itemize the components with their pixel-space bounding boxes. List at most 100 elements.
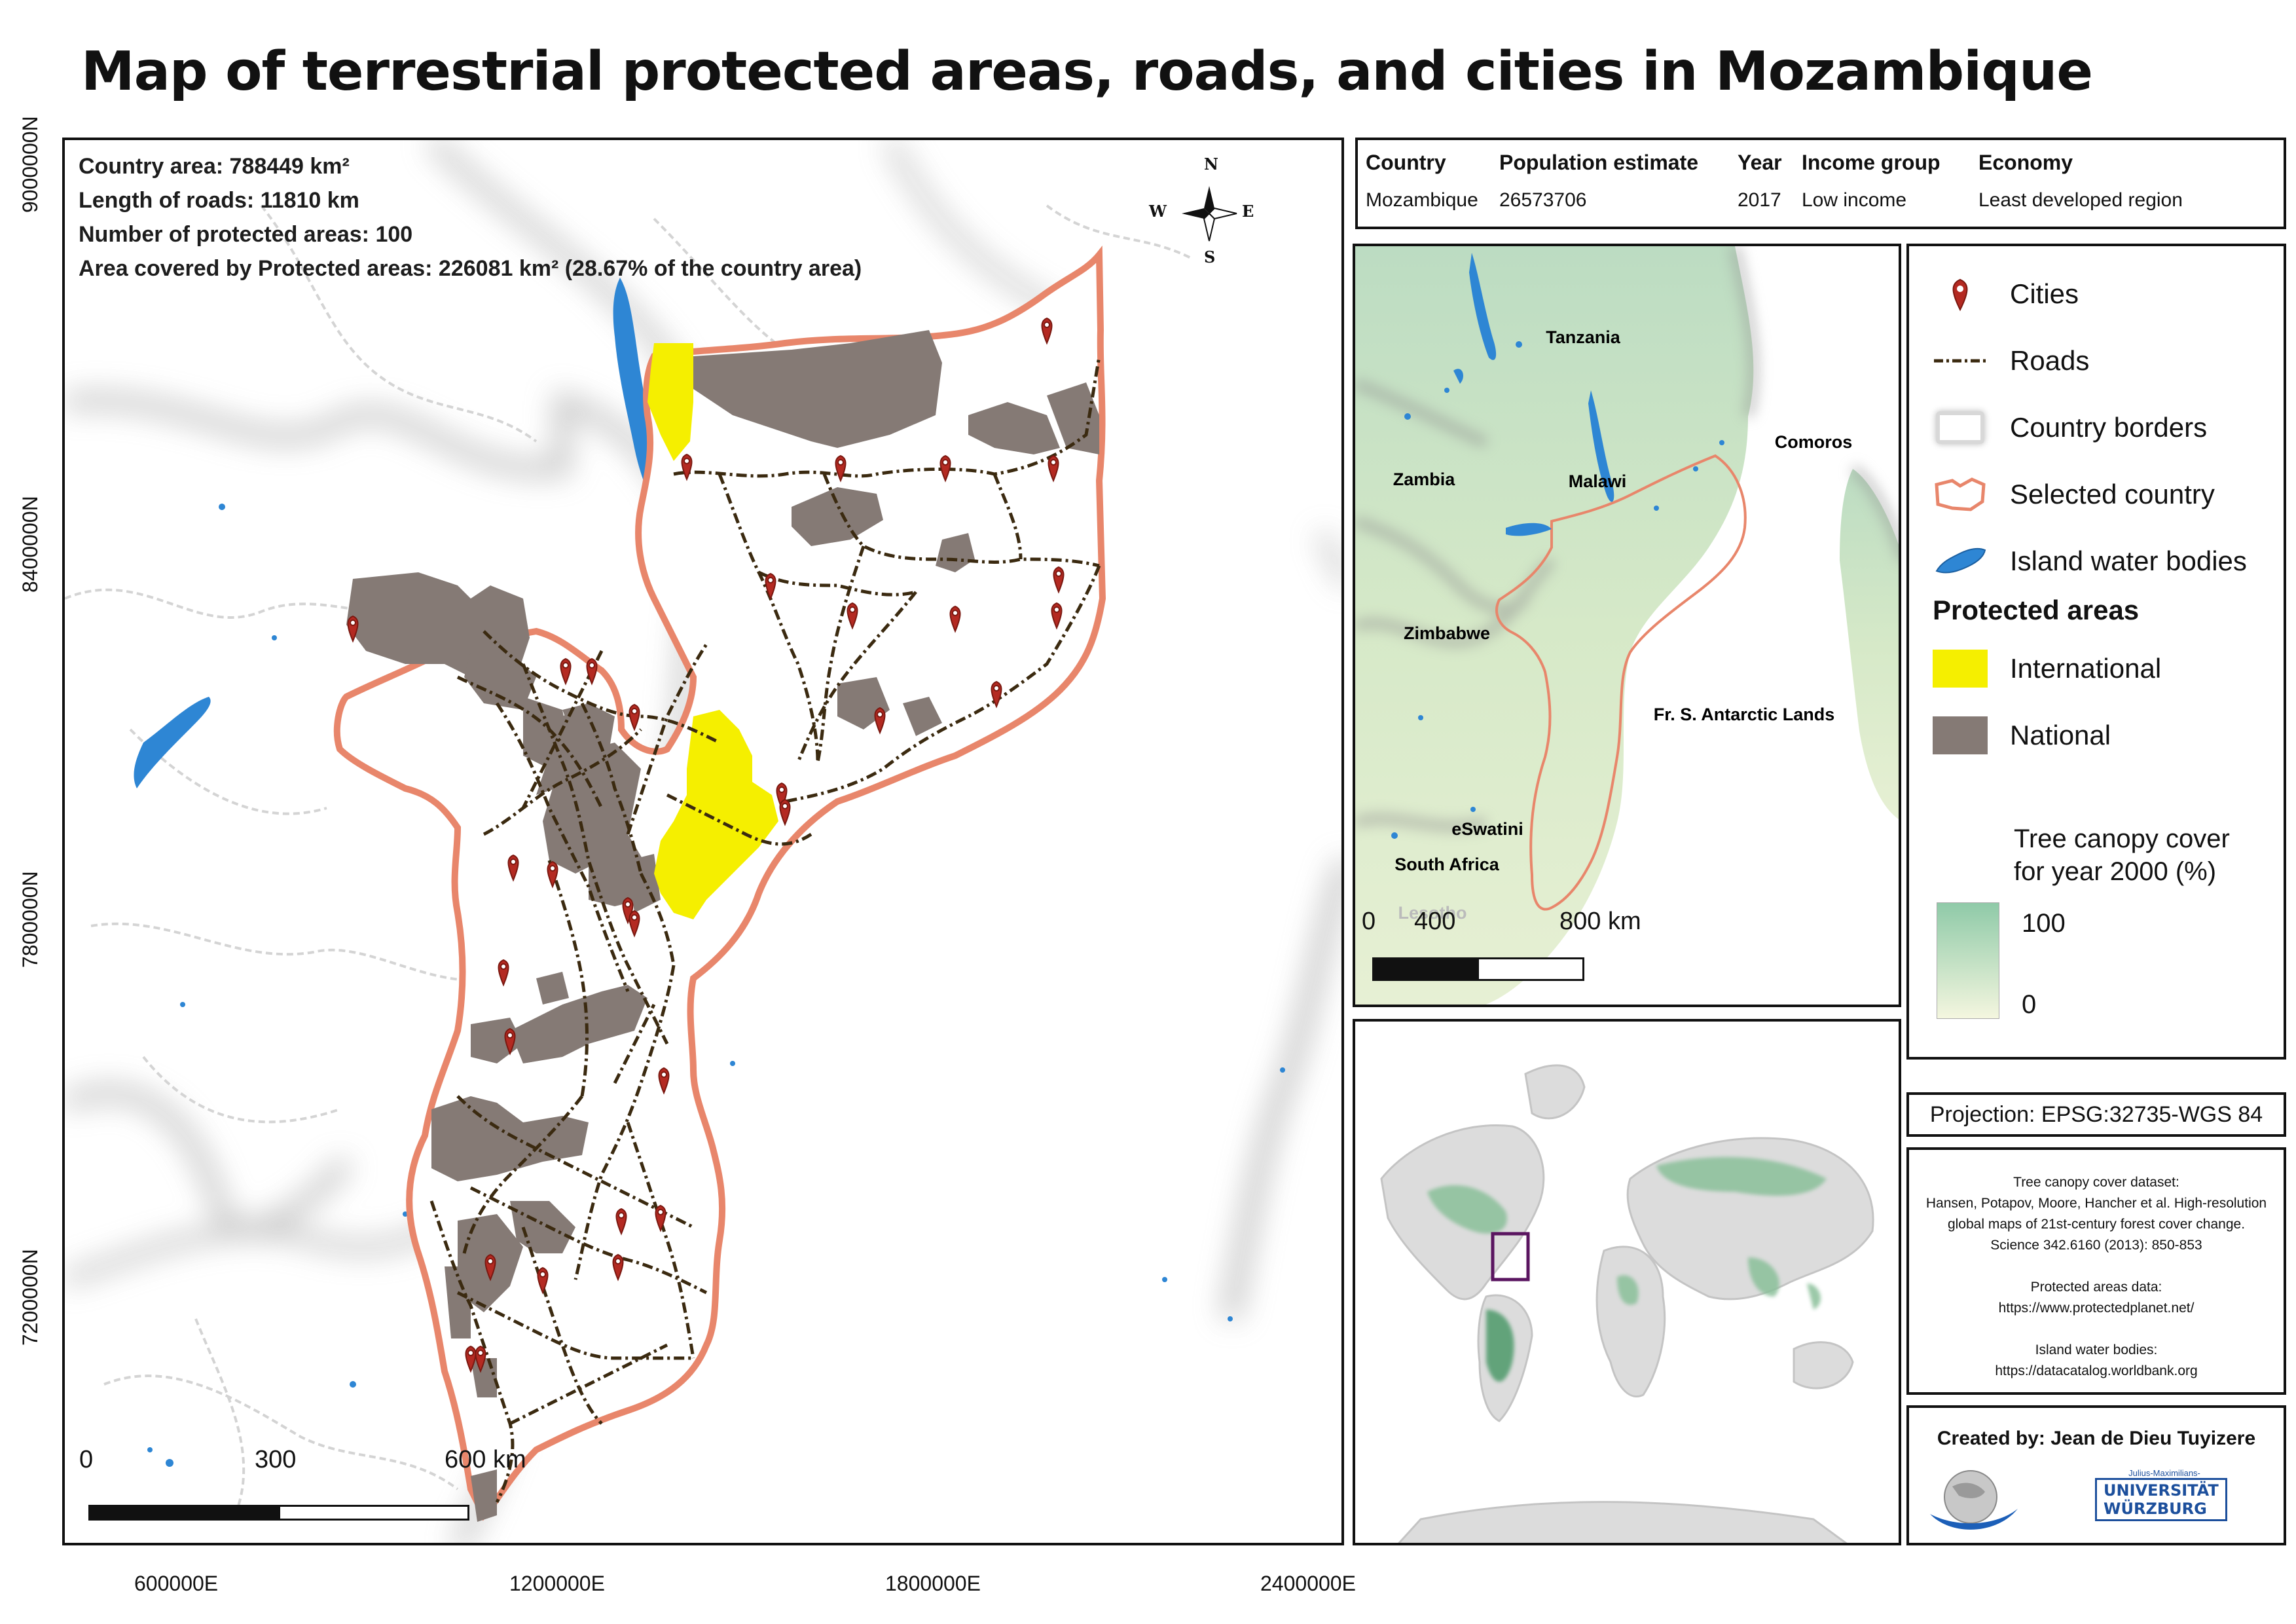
cell-population: 26573706: [1499, 189, 1587, 211]
legend-label-selected-country: Selected country: [2010, 479, 2215, 509]
country-info-table: Country Population estimate Year Income …: [1355, 138, 2286, 229]
data-sources: Tree canopy cover dataset: Hansen, Potap…: [1906, 1147, 2286, 1395]
col-year: Year: [1738, 150, 1782, 174]
projection-label: Projection: EPSG:32735-WGS 84: [1906, 1092, 2286, 1137]
globe-logo-icon: [1930, 1470, 2018, 1530]
legend-item-international: International: [1933, 650, 2161, 688]
source-line: Science 342.6160 (2013): 850-853: [1990, 1238, 2202, 1253]
x-tick-2400000: 2400000E: [1260, 1572, 1356, 1595]
y-tick-7200000: 7200000N: [18, 1249, 42, 1346]
legend-protected-heading: Protected areas: [1933, 595, 2140, 625]
main-scale-label-600: 600 km: [445, 1446, 526, 1473]
canopy-title-line2: for year 2000 (%): [2014, 857, 2217, 886]
legend-item-country-borders: Country borders: [1933, 409, 2207, 447]
inset-label-tanzania: Tanzania: [1546, 327, 1621, 347]
inset-label-zambia: Zambia: [1393, 470, 1456, 489]
legend-label-water: Island water bodies: [2010, 545, 2247, 576]
inset-scale-bar: [1372, 957, 1584, 981]
lake-kariba: [134, 697, 211, 788]
legend-label-country-borders: Country borders: [2010, 412, 2208, 443]
legend-label-international: International: [2010, 653, 2162, 684]
source-line: [1909, 1319, 2284, 1340]
source-line: https://datacatalog.worldbank.org: [1995, 1363, 2198, 1378]
main-map[interactable]: Country area: 788449 km² Length of roads…: [62, 138, 1344, 1545]
inset-scale-label-400: 400: [1414, 908, 1456, 935]
legend-item-selected-country: Selected country: [1933, 475, 2215, 513]
national-swatch: [1933, 716, 1988, 754]
inset-label-south-africa: South Africa: [1394, 855, 1499, 874]
stat-protected-area: Area covered by Protected areas: 226081 …: [79, 256, 862, 281]
locator-box: [1491, 1232, 1530, 1282]
road-line-icon: [1934, 359, 1986, 363]
inset-scale-label-800: 800 km: [1559, 908, 1641, 935]
source-line: [1909, 1256, 2284, 1277]
y-tick-9000000: 9000000N: [18, 116, 42, 213]
source-line: https://www.protectedplanet.net/: [1998, 1301, 2195, 1316]
inset-label-zimbabwe: Zimbabwe: [1404, 623, 1490, 643]
stat-country-area: Country area: 788449 km²: [79, 154, 350, 179]
page-title: Map of terrestrial protected areas, road…: [81, 41, 2093, 103]
north-arrow-icon: [1182, 186, 1237, 242]
uni-line1: UNIVERSITÄT: [2104, 1481, 2219, 1500]
international-swatch: [1933, 650, 1988, 688]
inset-region-canvas: Tanzania Comoros Zambia Malawi Zimbabwe …: [1355, 246, 1899, 1005]
water-body-icon: [1935, 548, 1986, 574]
inset-label-lesotho: Lesotho: [1398, 903, 1467, 923]
y-tick-8400000: 8400000N: [18, 496, 42, 593]
cell-year: 2017: [1738, 189, 1781, 211]
source-line: global maps of 21st-century forest cover…: [1947, 1217, 2246, 1232]
inset-scale-label-0: 0: [1362, 908, 1376, 935]
canopy-min-label: 0: [2022, 990, 2037, 1019]
inset-label-comoros: Comoros: [1775, 432, 1853, 452]
map-statistics: Country area: 788449 km² Length of roads…: [79, 149, 862, 286]
legend-item-roads: Roads: [1933, 342, 2089, 380]
inset-label-eswatini: eSwatini: [1451, 819, 1523, 839]
created-by: Created by: Jean de Dieu Tuyizere: [1937, 1428, 2256, 1449]
uni-small-text: Julius-Maximilians-: [2128, 1468, 2200, 1478]
legend: Cities Roads Country borders Selected co…: [1906, 244, 2286, 1060]
main-scale-label-300: 300: [255, 1446, 297, 1473]
col-population: Population estimate: [1499, 150, 1699, 174]
stat-roads-length: Length of roads: 11810 km: [79, 188, 359, 213]
inset-region-map[interactable]: Tanzania Comoros Zambia Malawi Zimbabwe …: [1353, 244, 1901, 1007]
main-scale-label-0: 0: [79, 1446, 94, 1473]
canopy-gradient-ramp: [1937, 902, 1999, 1019]
main-map-canvas: [65, 140, 1341, 1543]
x-tick-1800000: 1800000E: [885, 1572, 981, 1595]
inset-label-malawi: Malawi: [1569, 471, 1627, 491]
col-economy: Economy: [1978, 150, 2073, 174]
world-locator-map[interactable]: [1353, 1019, 1901, 1545]
col-country: Country: [1366, 150, 1446, 174]
source-line: Protected areas data:: [2030, 1280, 2162, 1295]
main-scale-bar: [88, 1505, 469, 1521]
x-tick-600000: 600000E: [134, 1572, 219, 1595]
inset-label-fr-s-antarctic-lands: Fr. S. Antarctic Lands: [1654, 705, 1835, 724]
cell-income: Low income: [1802, 189, 1907, 211]
uni-wuerzburg-logo: Julius-Maximilians- UNIVERSITÄT WÜRZBURG: [2091, 1468, 2227, 1521]
col-income: Income group: [1802, 150, 1941, 174]
source-line: Tree canopy cover dataset:: [2013, 1175, 2179, 1190]
south-label: S: [1204, 248, 1216, 267]
world-map-canvas: [1355, 1022, 1899, 1543]
legend-label-roads: Roads: [2010, 345, 2090, 376]
country-border-icon: [1936, 411, 1984, 444]
legend-item-water: Island water bodies: [1933, 542, 2247, 580]
legend-label-national: National: [2010, 720, 2111, 750]
canopy-max-label: 100: [2022, 909, 2066, 938]
legend-label-cities: Cities: [2010, 278, 2079, 309]
legend-item-cities: Cities: [1933, 275, 2079, 313]
credits-panel: Created by: Jean de Dieu Tuyizere Julius…: [1906, 1405, 2286, 1545]
city-pin-icon: [1952, 278, 1968, 311]
uni-line2: WÜRZBURG: [2104, 1500, 2207, 1518]
selected-country-icon: [1935, 477, 1986, 511]
canopy-title-line1: Tree canopy cover: [2014, 824, 2230, 853]
cell-economy: Least developed region: [1978, 189, 2183, 211]
stat-protected-count: Number of protected areas: 100: [79, 222, 413, 247]
legend-canopy-title: Tree canopy cover for year 2000 (%): [2014, 822, 2230, 888]
source-line: Island water bodies:: [2035, 1342, 2158, 1357]
cell-country: Mozambique: [1366, 189, 1478, 211]
north-label: N: [1204, 155, 1218, 174]
x-tick-1200000: 1200000E: [509, 1572, 605, 1595]
source-line: Hansen, Potapov, Moore, Hancher et al. H…: [1925, 1196, 2267, 1211]
y-tick-7800000: 7800000N: [18, 871, 42, 968]
